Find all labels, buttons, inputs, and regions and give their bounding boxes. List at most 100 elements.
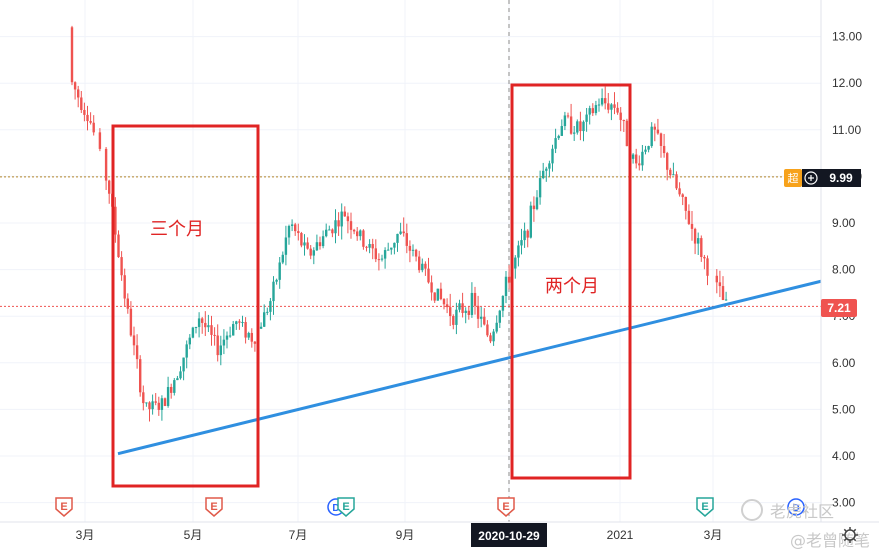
three-month-box [111, 124, 260, 488]
candle-body [405, 233, 408, 246]
candle-body [693, 228, 697, 244]
candle-body [501, 295, 505, 311]
svg-text:E: E [210, 501, 217, 513]
candle-body [225, 335, 229, 340]
candle-body [89, 121, 92, 123]
candle-body [349, 221, 353, 230]
candle-body [526, 230, 529, 238]
alert-badge-text: 超 [788, 171, 799, 185]
candle-body [263, 312, 266, 327]
dividend-marker[interactable]: D [787, 498, 805, 516]
candle-body [92, 122, 95, 133]
candle-body [576, 121, 579, 133]
candle-body [166, 386, 170, 406]
candle-body [514, 257, 517, 269]
candle-body [585, 114, 588, 122]
candle-body [433, 292, 436, 301]
candle-body [315, 242, 319, 251]
candle-body [554, 138, 557, 149]
candle-body [290, 224, 294, 227]
candle-body [678, 188, 681, 195]
candle-body [98, 132, 102, 149]
crosshair-date-badge [471, 523, 547, 547]
candle-body [321, 236, 325, 247]
price-tick-label: 4.00 [832, 449, 856, 463]
candle-body [607, 103, 610, 110]
price-tick-label: 8.00 [832, 263, 856, 277]
candle-body [414, 249, 418, 257]
candle-body [77, 89, 80, 98]
candle-body [718, 282, 722, 287]
candle-body [371, 244, 374, 249]
candle-body [588, 108, 591, 115]
candle-body [365, 246, 368, 248]
candle-body [201, 318, 204, 323]
candle-body [483, 316, 486, 325]
candle-body [114, 206, 117, 235]
candle-body [439, 288, 443, 300]
price-tick-label: 9.00 [832, 216, 856, 230]
candle-body [647, 146, 650, 150]
candle-body [455, 309, 458, 325]
svg-text:E: E [701, 501, 708, 513]
candle-body [393, 242, 396, 248]
candle-body [402, 231, 405, 234]
candle-body [464, 310, 467, 313]
candle-body [219, 345, 222, 356]
candle-body [139, 359, 142, 393]
candle-body [126, 298, 129, 309]
candle-body [703, 256, 706, 259]
candle-body [445, 304, 449, 308]
candle-body [157, 402, 160, 410]
candle-body [545, 168, 548, 171]
candle-body [380, 258, 384, 260]
candle-body [619, 112, 622, 121]
time-axis[interactable]: 3月 5月 7月 9月 2020-10-29 2021 3月 [76, 523, 723, 547]
settings-gear-icon[interactable] [842, 527, 858, 543]
candle-body [80, 97, 83, 110]
earnings-marker[interactable]: E [55, 497, 73, 517]
candle-body [408, 245, 412, 251]
candle-body [70, 27, 74, 83]
candle-body [675, 174, 678, 189]
earnings-marker[interactable]: E [337, 497, 355, 517]
candle-body [331, 229, 334, 234]
candle-body [362, 230, 365, 247]
candle-body [123, 275, 126, 299]
candle-body [160, 398, 164, 410]
svg-text:E: E [60, 501, 67, 513]
candle-body [132, 335, 136, 346]
candle-body [610, 104, 613, 110]
candle-body [232, 324, 235, 336]
candle-body [377, 259, 381, 261]
candle-body [411, 249, 415, 251]
candle-body [672, 174, 675, 176]
candle-body [151, 401, 154, 410]
candle-body [73, 82, 77, 90]
candle-body [548, 163, 551, 169]
candle-body [535, 197, 539, 210]
crosshair-date-text: 2020-10-29 [478, 529, 540, 543]
svg-text:E: E [342, 501, 349, 513]
trendline[interactable] [117, 279, 822, 456]
three-month-label: 三个月 [150, 219, 204, 240]
watermark-text-2: @老曾随笔 [790, 531, 870, 550]
candle-body [356, 231, 359, 237]
event-markers[interactable]: D DE E E E E [55, 497, 805, 517]
price-axis[interactable]: 13.0012.0011.0010.009.008.007.006.005.00… [832, 30, 862, 510]
candle-body [207, 325, 210, 328]
candle-body [83, 109, 86, 115]
candle-body [328, 229, 331, 231]
candle-body [625, 120, 629, 147]
candle-body [154, 401, 157, 403]
candle-body [458, 303, 461, 310]
candle-body [631, 154, 635, 159]
earnings-marker[interactable]: E [497, 497, 515, 517]
earnings-marker[interactable]: E [205, 497, 223, 517]
candle-body [557, 135, 560, 139]
candle-body [238, 321, 241, 323]
earnings-marker[interactable]: E [696, 497, 714, 517]
candle-body [303, 242, 306, 246]
alert-badge[interactable] [784, 169, 802, 187]
